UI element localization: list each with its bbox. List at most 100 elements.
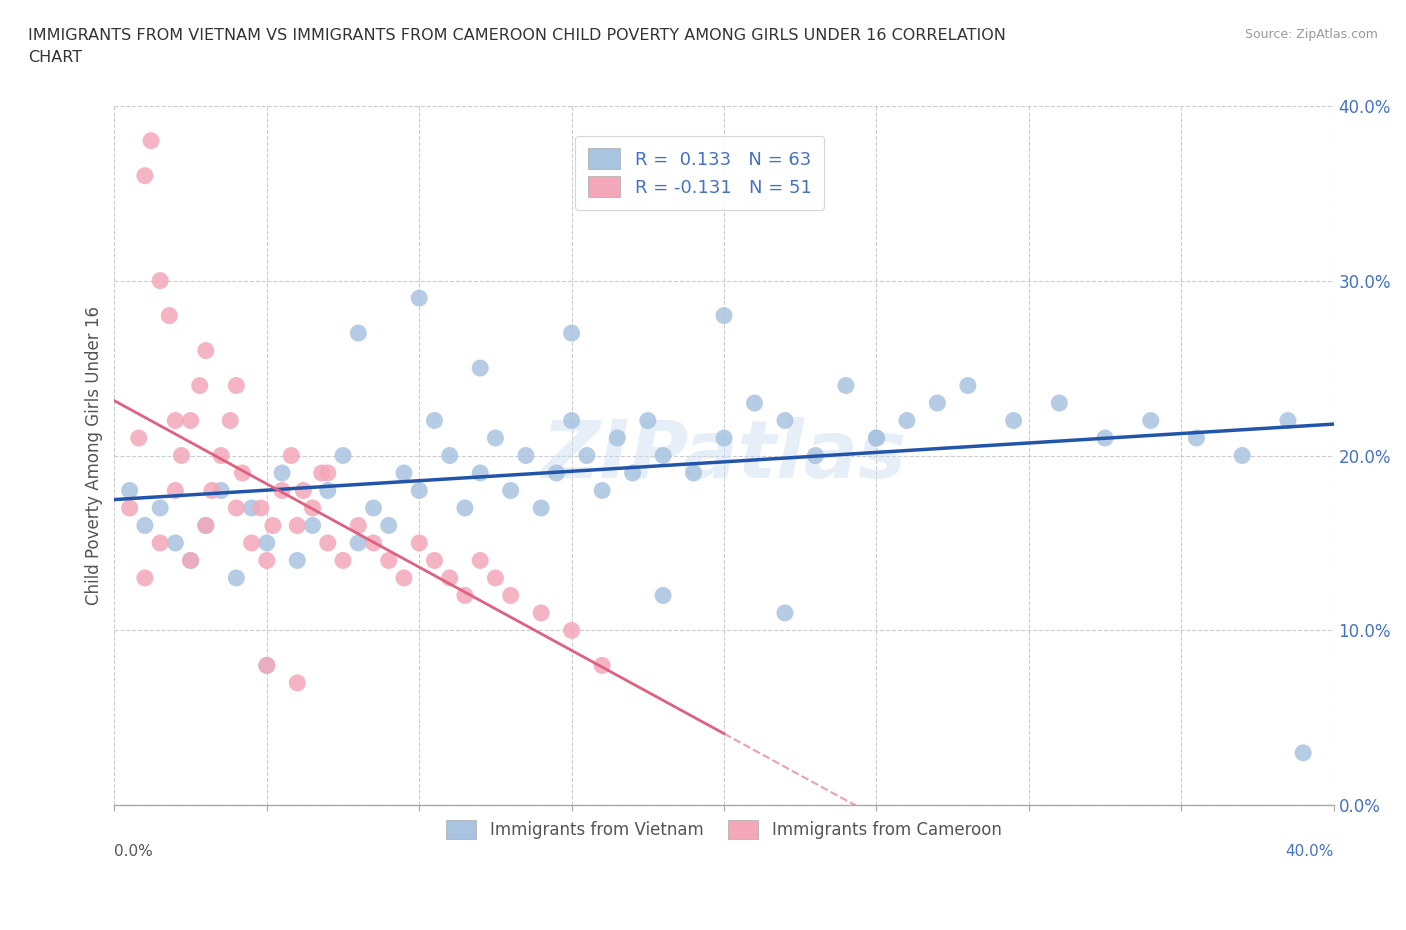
Point <box>225 500 247 515</box>
Point <box>301 518 323 533</box>
Point <box>256 536 278 551</box>
Point <box>118 483 141 498</box>
Point <box>454 588 477 603</box>
Point <box>280 448 302 463</box>
Point <box>316 466 339 481</box>
Point <box>637 413 659 428</box>
Point <box>896 413 918 428</box>
Point <box>575 448 598 463</box>
Point <box>271 483 294 498</box>
Point <box>1292 746 1315 761</box>
Text: 40.0%: 40.0% <box>1285 844 1334 859</box>
Point <box>682 466 704 481</box>
Point <box>927 395 949 410</box>
Point <box>530 500 553 515</box>
Point <box>591 658 613 672</box>
Point <box>561 326 583 340</box>
Point <box>165 483 187 498</box>
Point <box>149 500 172 515</box>
Point <box>209 448 232 463</box>
Point <box>1230 448 1253 463</box>
Point <box>773 413 796 428</box>
Point <box>621 466 644 481</box>
Point <box>240 500 263 515</box>
Point <box>180 553 202 568</box>
Point <box>713 431 735 445</box>
Point <box>128 431 150 445</box>
Point <box>561 623 583 638</box>
Point <box>1277 413 1299 428</box>
Point <box>180 413 202 428</box>
Y-axis label: Child Poverty Among Girls Under 16: Child Poverty Among Girls Under 16 <box>86 306 103 605</box>
Point <box>773 605 796 620</box>
Point <box>347 326 370 340</box>
Point <box>149 273 172 288</box>
Point <box>439 570 461 585</box>
Point <box>165 536 187 551</box>
Point <box>285 553 308 568</box>
Point <box>1139 413 1161 428</box>
Point <box>546 466 568 481</box>
Point <box>194 518 217 533</box>
Point <box>134 570 156 585</box>
Point <box>256 658 278 672</box>
Point <box>1185 431 1208 445</box>
Point <box>561 413 583 428</box>
Point <box>332 448 354 463</box>
Point <box>139 133 162 148</box>
Point <box>219 413 242 428</box>
Point <box>134 168 156 183</box>
Point <box>392 570 415 585</box>
Text: IMMIGRANTS FROM VIETNAM VS IMMIGRANTS FROM CAMEROON CHILD POVERTY AMONG GIRLS UN: IMMIGRANTS FROM VIETNAM VS IMMIGRANTS FR… <box>28 28 1007 65</box>
Point <box>713 308 735 323</box>
Point <box>865 431 887 445</box>
Point <box>347 536 370 551</box>
Point <box>363 500 385 515</box>
Text: Source: ZipAtlas.com: Source: ZipAtlas.com <box>1244 28 1378 41</box>
Point <box>804 448 827 463</box>
Point <box>149 536 172 551</box>
Point <box>591 483 613 498</box>
Point <box>408 291 430 306</box>
Point <box>392 466 415 481</box>
Point <box>470 553 492 568</box>
Point <box>311 466 333 481</box>
Point <box>652 448 675 463</box>
Point <box>423 553 446 568</box>
Point <box>363 536 385 551</box>
Point <box>285 675 308 690</box>
Point <box>1002 413 1025 428</box>
Point <box>249 500 271 515</box>
Point <box>256 658 278 672</box>
Point <box>157 308 180 323</box>
Point <box>209 483 232 498</box>
Point <box>484 431 506 445</box>
Point <box>499 588 522 603</box>
Point <box>408 483 430 498</box>
Point <box>165 413 187 428</box>
Point <box>499 483 522 498</box>
Point <box>1047 395 1070 410</box>
Point <box>530 605 553 620</box>
Point <box>316 536 339 551</box>
Point <box>231 466 253 481</box>
Point <box>332 553 354 568</box>
Legend: Immigrants from Vietnam, Immigrants from Cameroon: Immigrants from Vietnam, Immigrants from… <box>440 814 1008 846</box>
Point <box>180 553 202 568</box>
Point <box>956 379 979 393</box>
Point <box>865 431 887 445</box>
Point <box>515 448 537 463</box>
Point <box>470 361 492 376</box>
Point <box>484 570 506 585</box>
Point <box>423 413 446 428</box>
Point <box>225 570 247 585</box>
Text: 0.0%: 0.0% <box>114 844 153 859</box>
Point <box>454 500 477 515</box>
Point <box>347 518 370 533</box>
Point <box>188 379 211 393</box>
Point <box>225 379 247 393</box>
Point <box>118 500 141 515</box>
Point <box>301 500 323 515</box>
Point <box>194 343 217 358</box>
Text: ZIPatlas: ZIPatlas <box>541 417 907 495</box>
